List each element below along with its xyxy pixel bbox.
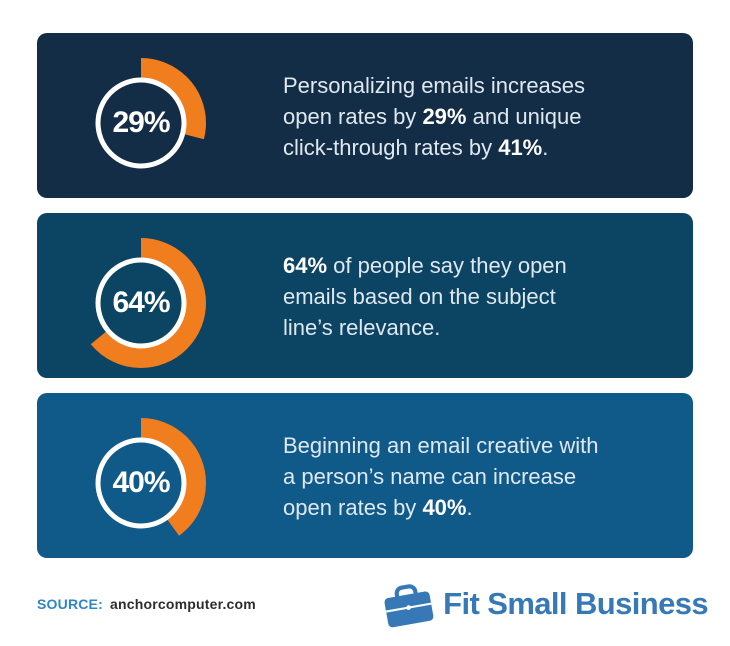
stat-text-line: line’s relevance. — [283, 315, 441, 340]
stat-text: 64% of people say they open emails based … — [283, 250, 567, 343]
stat-text-line: click-through rates by 41%. — [283, 135, 549, 160]
stat-text-line: open rates by 29% and unique — [283, 104, 582, 129]
donut-chart-40: 40% — [71, 413, 211, 553]
stat-text: Beginning an email creative with a person… — [283, 430, 599, 523]
donut-percent-label: 29% — [112, 105, 170, 139]
source-value: anchorcomputer.com — [109, 596, 256, 612]
stat-text-line: Personalizing emails increases — [283, 73, 586, 98]
stat-card-subject-line: 64% 64% of people say they open emails ba… — [37, 213, 693, 378]
donut-arc — [76, 417, 206, 548]
stat-text-line: 64% of people say they open — [283, 253, 567, 278]
donut-percent-label: 64% — [112, 285, 170, 319]
donut-arc — [76, 237, 206, 368]
donut-ring — [95, 257, 187, 348]
donut-chart-64: 64% — [71, 233, 211, 373]
donut-ring — [95, 437, 187, 528]
stat-text: Personalizing emails increases open rates… — [283, 70, 585, 163]
donut-percent-label: 40% — [112, 465, 170, 499]
fit-small-business-logo: Fit Small Business — [382, 580, 709, 628]
stat-text-line: open rates by 40%. — [283, 495, 473, 520]
source-label: SOURCE: — [37, 596, 103, 612]
stat-card-personalization: 29% Personalizing emails increases open r… — [37, 33, 693, 198]
stat-text-line: Beginning an email creative with — [283, 433, 599, 458]
briefcase-icon — [384, 584, 434, 628]
stat-text-line: emails based on the subject — [283, 284, 556, 309]
footer: SOURCE: anchorcomputer.com Fit Small Busi… — [37, 576, 709, 632]
donut-arc — [76, 57, 206, 188]
source-line: SOURCE: anchorcomputer.com — [37, 596, 256, 612]
logo-text: Fit Small Business — [443, 586, 708, 621]
stat-card-name-creative: 40% Beginning an email creative with a pe… — [37, 393, 693, 558]
stat-text-line: a person’s name can increase — [283, 464, 577, 489]
donut-chart-29: 29% — [71, 53, 211, 193]
donut-ring — [95, 77, 187, 168]
